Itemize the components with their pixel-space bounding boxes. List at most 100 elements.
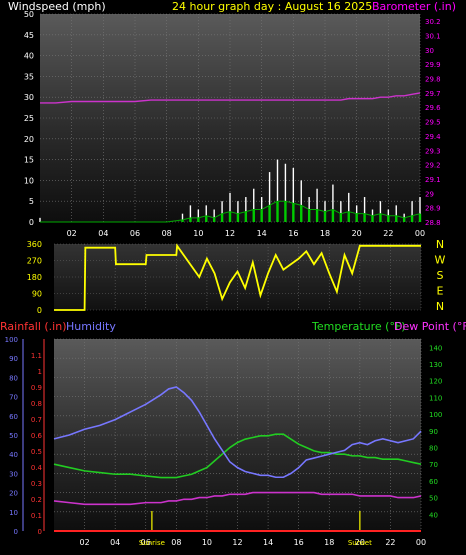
temperature-x-tick: 16 bbox=[294, 538, 304, 547]
wind-x-tick: 18 bbox=[320, 229, 330, 238]
barometer-axis: 28.8 28.9 29 29.1 29.2 29.3 29.4 29.5 29.6 29.7 29… bbox=[425, 18, 441, 227]
rainfall-axis: 0 0.1 0.2 0.3 0.4 0.5 0.6 0.7 0.8 0.9 1 1.1 bbox=[31, 339, 45, 536]
humidity-tick: 80 bbox=[9, 374, 18, 382]
direction-y-tick: 0 bbox=[37, 306, 42, 315]
temperature-line bbox=[53, 433, 422, 479]
temperature-x-tick: 08 bbox=[171, 538, 181, 547]
direction-y-tick: 270 bbox=[27, 257, 42, 266]
barometer-tick: 29.1 bbox=[425, 176, 441, 184]
barometer-line bbox=[40, 92, 421, 104]
wind-x-tick: 16 bbox=[288, 229, 298, 238]
humidity-tick: 20 bbox=[9, 490, 18, 498]
temperature-x-tick: 06 bbox=[141, 538, 151, 547]
humidity-axis: 0 10 20 30 40 50 60 70 80 90 100 bbox=[5, 336, 24, 536]
direction-grid bbox=[54, 243, 422, 311]
compass-label: W bbox=[435, 254, 446, 267]
humidity-tick: 10 bbox=[9, 509, 18, 517]
direction-y-tick: 90 bbox=[32, 290, 42, 299]
graph-date-title: 24 hour graph day : August 16 2025 bbox=[172, 0, 372, 13]
temperature-series: Sunrise Sunset bbox=[53, 386, 422, 547]
temperature-x-tick: 22 bbox=[385, 538, 395, 547]
temperature-label: Temperature (°F) bbox=[311, 320, 406, 333]
humidity-tick: 90 bbox=[9, 355, 18, 363]
rainfall-label: Rainfall (.in) bbox=[0, 320, 67, 333]
compass-label: S bbox=[437, 269, 444, 282]
barometer-tick: 29.9 bbox=[425, 61, 441, 69]
direction-y-tick: 180 bbox=[27, 273, 42, 282]
rainfall-tick: 1.1 bbox=[31, 352, 42, 360]
barometer-tick: 28.9 bbox=[425, 205, 441, 213]
wind-x-tick: 02 bbox=[67, 229, 77, 238]
wind-y-tick: 20 bbox=[24, 135, 34, 144]
temperature-axis: 40 50 60 70 80 90 100 110 120 130 140 bbox=[429, 344, 442, 519]
temperature-tick: 110 bbox=[429, 394, 442, 402]
temperature-tick: 50 bbox=[429, 495, 438, 503]
wind-x-tick: 04 bbox=[98, 229, 108, 238]
humidity-tick: 60 bbox=[9, 413, 18, 421]
temperature-tick: 70 bbox=[429, 461, 438, 469]
dewpoint-line bbox=[53, 491, 422, 506]
wind-x-tick: 06 bbox=[130, 229, 140, 238]
wind-y-tick: 25 bbox=[24, 114, 34, 123]
wind-series bbox=[39, 92, 422, 223]
wind-x-tick: 20 bbox=[352, 229, 362, 238]
wind-x-tick: 12 bbox=[225, 229, 235, 238]
barometer-tick: 29.5 bbox=[425, 119, 441, 127]
wind-x-tick: 22 bbox=[383, 229, 393, 238]
temperature-tick: 40 bbox=[429, 511, 438, 519]
rainfall-tick: 0.4 bbox=[31, 464, 43, 472]
barometer-tick: 29.7 bbox=[425, 90, 441, 98]
temperature-x-tick: 18 bbox=[324, 538, 334, 547]
temperature-x-tick: 00 bbox=[416, 538, 426, 547]
wind-x-tick: 08 bbox=[162, 229, 172, 238]
barometer-tick: 29.2 bbox=[425, 162, 441, 170]
wind-y-tick: 10 bbox=[24, 176, 34, 185]
barometer-tick: 29.4 bbox=[425, 133, 441, 141]
temperature-tick: 80 bbox=[429, 445, 438, 453]
barometer-tick: 30 bbox=[425, 47, 434, 55]
wind-y-tick: 45 bbox=[24, 31, 34, 40]
wind-y-tick: 15 bbox=[24, 156, 34, 165]
wind-y-tick: 50 bbox=[24, 10, 34, 19]
temperature-x-tick: 02 bbox=[79, 538, 89, 547]
wind-y-tick: 40 bbox=[24, 52, 34, 61]
humidity-tick: 30 bbox=[9, 470, 18, 478]
temperature-x-tick: 14 bbox=[263, 538, 273, 547]
compass-label: N bbox=[436, 300, 444, 313]
direction-line bbox=[54, 243, 421, 311]
barometer-tick: 29 bbox=[425, 190, 434, 198]
rainfall-tick: 0.8 bbox=[31, 400, 42, 408]
rainfall-tick: 0.9 bbox=[31, 384, 42, 392]
direction-series bbox=[54, 243, 421, 311]
humidity-tick: 70 bbox=[9, 394, 18, 402]
barometer-title: Barometer (.in) bbox=[372, 0, 456, 13]
direction-y-tick: 360 bbox=[27, 240, 42, 249]
compass-label: N bbox=[436, 238, 444, 251]
wind-axis: 0 5 10 15 20 25 30 35 40 45 50 bbox=[24, 10, 34, 227]
barometer-tick: 29.3 bbox=[425, 147, 441, 155]
rainfall-tick: 0 bbox=[38, 528, 42, 536]
compass-label: E bbox=[437, 285, 444, 298]
temperature-tick: 90 bbox=[429, 428, 438, 436]
humidity-tick: 0 bbox=[14, 528, 18, 536]
temperature-tick: 120 bbox=[429, 378, 442, 386]
wind-x-tick: 00 bbox=[415, 229, 425, 238]
temperature-grid bbox=[54, 338, 422, 532]
temperature-x-tick: 10 bbox=[202, 538, 212, 547]
barometer-tick: 28.8 bbox=[425, 219, 441, 227]
temperature-x-axis: 02 04 06 08 10 12 14 16 18 20 22 00 bbox=[79, 538, 426, 547]
humidity-line bbox=[53, 386, 422, 479]
temperature-x-tick: 04 bbox=[110, 538, 120, 547]
temperature-tick: 100 bbox=[429, 411, 442, 419]
wind-title: Windspeed (mph) bbox=[8, 0, 106, 13]
rainfall-tick: 0.6 bbox=[31, 432, 43, 440]
temperature-x-tick: 12 bbox=[232, 538, 242, 547]
barometer-tick: 29.6 bbox=[425, 104, 441, 112]
wind-x-tick: 14 bbox=[257, 229, 267, 238]
wind-y-tick: 30 bbox=[24, 93, 34, 102]
rainfall-tick: 0.5 bbox=[31, 448, 42, 456]
